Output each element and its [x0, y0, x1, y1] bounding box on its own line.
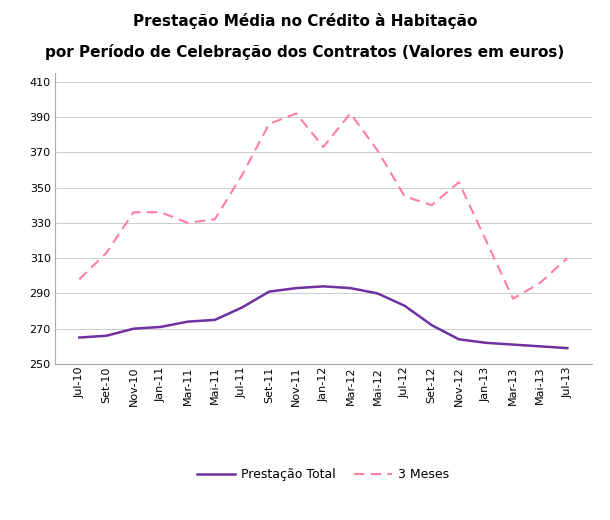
3 Meses	[401, 193, 408, 200]
Prestação Total	[157, 324, 164, 330]
Text: por Período de Celebração dos Contratos (Valores em euros): por Período de Celebração dos Contratos …	[45, 44, 565, 60]
3 Meses	[346, 110, 354, 116]
3 Meses	[76, 276, 83, 282]
Prestação Total	[346, 285, 354, 291]
3 Meses	[374, 147, 381, 153]
3 Meses	[455, 179, 462, 185]
Prestação Total	[130, 326, 137, 332]
Prestação Total	[265, 289, 273, 295]
Prestação Total	[564, 345, 571, 351]
Prestação Total	[483, 340, 490, 346]
Prestação Total	[455, 336, 462, 342]
3 Meses	[320, 144, 327, 150]
Prestação Total	[509, 342, 517, 348]
Prestação Total	[537, 343, 544, 349]
Prestação Total	[211, 317, 218, 323]
Prestação Total	[428, 322, 436, 328]
3 Meses	[265, 121, 273, 127]
3 Meses	[537, 280, 544, 286]
3 Meses	[130, 209, 137, 215]
Prestação Total	[184, 319, 192, 325]
3 Meses	[157, 209, 164, 215]
3 Meses	[428, 202, 436, 209]
Line: Prestação Total: Prestação Total	[79, 287, 567, 348]
Prestação Total	[293, 285, 300, 291]
3 Meses	[239, 172, 246, 178]
Line: 3 Meses: 3 Meses	[79, 113, 567, 298]
3 Meses	[102, 250, 110, 256]
Text: Prestação Média no Crédito à Habitação: Prestação Média no Crédito à Habitação	[133, 13, 477, 29]
Prestação Total	[102, 333, 110, 339]
3 Meses	[483, 237, 490, 243]
3 Meses	[184, 219, 192, 226]
Prestação Total	[239, 304, 246, 310]
3 Meses	[564, 255, 571, 261]
3 Meses	[293, 110, 300, 116]
3 Meses	[211, 216, 218, 223]
3 Meses	[509, 295, 517, 302]
Prestação Total	[320, 283, 327, 290]
Legend: Prestação Total, 3 Meses: Prestação Total, 3 Meses	[192, 463, 454, 486]
Prestação Total	[76, 334, 83, 341]
Prestação Total	[401, 303, 408, 309]
Prestação Total	[374, 290, 381, 296]
